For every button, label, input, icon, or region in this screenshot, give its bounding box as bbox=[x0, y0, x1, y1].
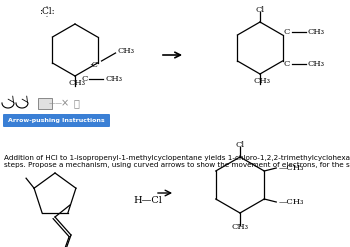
Text: H—Cl: H—Cl bbox=[134, 195, 162, 205]
Text: CH₃: CH₃ bbox=[105, 75, 122, 83]
Text: CH₃: CH₃ bbox=[231, 223, 248, 231]
Text: CH₃: CH₃ bbox=[253, 77, 271, 85]
Text: —CH₃: —CH₃ bbox=[278, 164, 303, 172]
Text: ——: —— bbox=[49, 100, 63, 106]
Text: C: C bbox=[284, 28, 290, 36]
Text: Cl: Cl bbox=[256, 6, 265, 14]
Text: ⌶: ⌶ bbox=[73, 98, 79, 108]
Text: Cl: Cl bbox=[236, 141, 245, 149]
Text: C: C bbox=[82, 75, 88, 83]
Text: C: C bbox=[284, 60, 290, 68]
Text: ·C: ·C bbox=[89, 61, 98, 69]
Text: CH₃: CH₃ bbox=[69, 79, 85, 87]
Text: :Cl:: :Cl: bbox=[39, 7, 55, 17]
Text: Arrow-pushing Instructions: Arrow-pushing Instructions bbox=[8, 118, 105, 123]
FancyBboxPatch shape bbox=[37, 98, 51, 108]
Text: ··: ·· bbox=[46, 15, 49, 20]
Text: CH₃: CH₃ bbox=[118, 47, 134, 55]
Text: —CH₃: —CH₃ bbox=[278, 198, 303, 206]
Text: CH₃: CH₃ bbox=[308, 60, 324, 68]
Text: Addition of HCl to 1-isopropenyl-1-methylcyclopentane yields 1-chloro-1,2,2-trim: Addition of HCl to 1-isopropenyl-1-methy… bbox=[4, 155, 350, 168]
Text: CH₃: CH₃ bbox=[308, 28, 324, 36]
FancyBboxPatch shape bbox=[3, 114, 110, 127]
Text: ··: ·· bbox=[46, 4, 49, 9]
Text: ×: × bbox=[61, 98, 69, 108]
